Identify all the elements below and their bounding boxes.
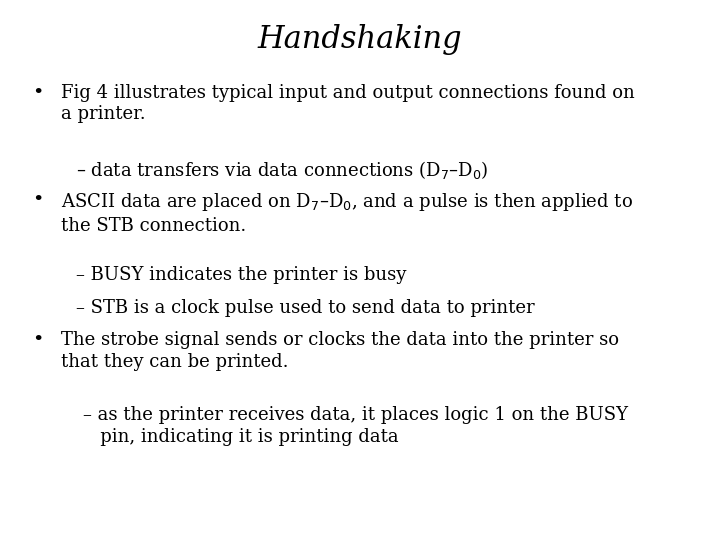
Text: The strobe signal sends or clocks the data into the printer so
that they can be : The strobe signal sends or clocks the da… — [61, 331, 619, 370]
Text: •: • — [32, 84, 44, 102]
Text: Fig 4 illustrates typical input and output connections found on
a printer.: Fig 4 illustrates typical input and outp… — [61, 84, 635, 123]
Text: – data transfers via data connections (D$_7$–D$_0$): – data transfers via data connections (D… — [76, 159, 488, 181]
Text: – as the printer receives data, it places logic 1 on the BUSY
   pin, indicating: – as the printer receives data, it place… — [83, 406, 628, 445]
Text: •: • — [32, 191, 44, 209]
Text: – BUSY indicates the printer is busy: – BUSY indicates the printer is busy — [76, 266, 406, 284]
Text: •: • — [32, 331, 44, 349]
Text: ASCII data are placed on D$_7$–D$_0$, and a pulse is then applied to
the STB con: ASCII data are placed on D$_7$–D$_0$, an… — [61, 191, 633, 235]
Text: – STB is a clock pulse used to send data to printer: – STB is a clock pulse used to send data… — [76, 299, 534, 316]
Text: Handshaking: Handshaking — [258, 24, 462, 55]
